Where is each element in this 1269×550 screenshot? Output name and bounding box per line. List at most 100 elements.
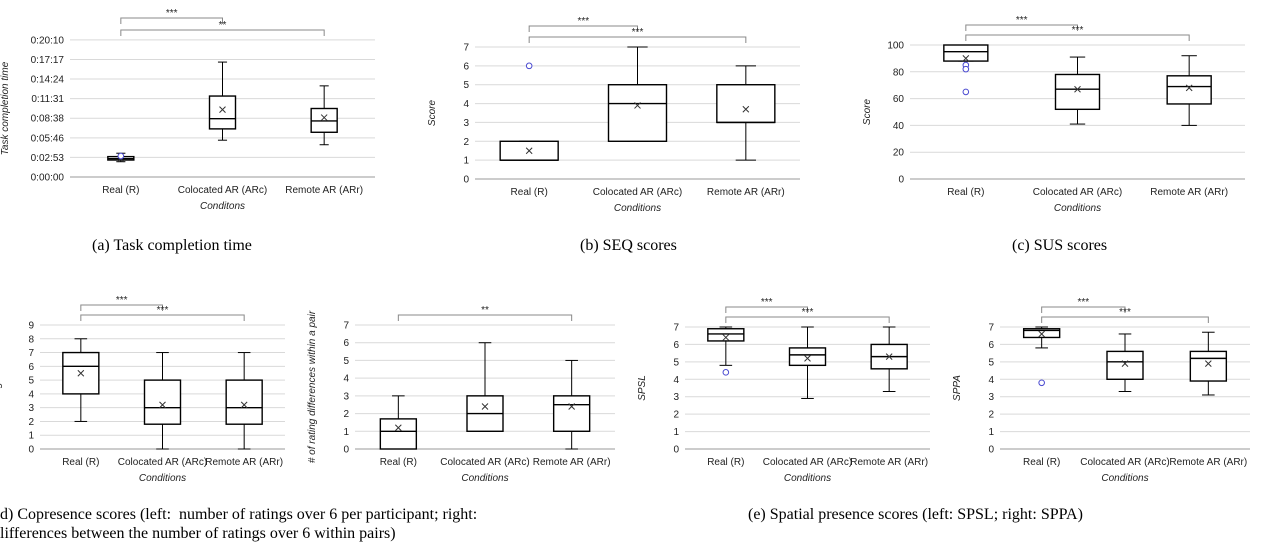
significance-label: *** <box>761 297 773 308</box>
significance-bracket <box>528 25 638 32</box>
y-tick-label: 8 <box>28 334 34 345</box>
x-tick-label: Colocated AR (ARc) <box>118 457 207 468</box>
y-tick-label: 0:02:53 <box>31 153 65 164</box>
y-tick-label: 5 <box>463 80 469 91</box>
y-tick-label: 7 <box>28 348 34 359</box>
box <box>1054 73 1101 111</box>
x-tick-label: Real (R) <box>380 457 417 468</box>
x-axis-title: Conditions <box>139 473 186 484</box>
significance-bracket <box>725 316 890 323</box>
mean-marker <box>240 401 248 409</box>
x-tick-label: Colocated AR (ARc) <box>1080 457 1169 468</box>
mean-marker <box>742 105 750 113</box>
y-tick-label: 3 <box>343 391 349 402</box>
mean-marker <box>1185 84 1193 92</box>
x-tick-label: Remote AR (ARr) <box>1169 457 1247 468</box>
y-tick-label: 5 <box>343 356 349 367</box>
significance-label: *** <box>577 16 589 27</box>
y-tick-label: 40 <box>893 121 905 132</box>
box <box>208 95 237 130</box>
y-tick-label: 0:11:31 <box>31 94 64 105</box>
y-tick-label: 20 <box>893 148 905 159</box>
caption-b: (b) SEQ scores <box>580 237 677 254</box>
box <box>707 328 745 342</box>
y-tick-label: 0:17:17 <box>31 55 65 66</box>
caption-e: (e) Spatial presence scores (left: SPSL;… <box>748 506 1083 523</box>
outlier-point <box>962 65 970 73</box>
y-tick-label: 0 <box>463 175 469 186</box>
y-tick-label: 5 <box>673 357 679 368</box>
mean-marker <box>1204 360 1212 367</box>
y-tick-label: 1 <box>673 427 679 438</box>
y-tick-label: 3 <box>988 392 994 403</box>
y-tick-label: 0:08:38 <box>31 114 65 125</box>
significance-bracket <box>80 314 245 321</box>
outlier-point <box>722 369 730 376</box>
y-tick-label: 0:05:46 <box>31 133 65 144</box>
y-tick-label: 7 <box>673 323 679 334</box>
box <box>1106 350 1144 380</box>
significance-label: ** <box>219 20 227 31</box>
x-tick-label: Colocated AR (ARc) <box>1033 187 1122 198</box>
x-tick-label: Colocated AR (ARc) <box>178 185 267 196</box>
y-tick-label: 0 <box>343 445 349 456</box>
x-tick-label: Remote AR (ARr) <box>1150 187 1228 198</box>
mean-marker <box>1074 85 1081 93</box>
x-tick-label: Real (R) <box>947 187 984 198</box>
caption-d-line1: d) Copresence scores (left: number of ra… <box>0 506 478 523</box>
box <box>607 84 668 142</box>
outlier-point <box>962 88 970 96</box>
mean-marker <box>481 403 489 410</box>
y-tick-label: 0:20:10 <box>31 35 65 46</box>
x-tick-label: Real (R) <box>707 457 744 468</box>
y-axis-title: SPPA <box>952 375 963 401</box>
y-tick-label: 0 <box>673 445 679 456</box>
y-tick-label: 6 <box>988 340 994 351</box>
box <box>788 347 827 367</box>
mean-marker <box>1121 360 1129 367</box>
mean-marker <box>804 355 811 362</box>
y-tick-label: 4 <box>28 389 34 400</box>
y-tick-label: 60 <box>893 94 905 105</box>
y-tick-label: 5 <box>28 376 34 387</box>
chart-d2: 0 1 2 3 4 5 6 7 # of rating differences within a… <box>307 305 615 484</box>
x-tick-label: Colocated AR (ARc) <box>593 187 682 198</box>
significance-bracket <box>965 24 1078 31</box>
y-tick-label: 3 <box>673 392 679 403</box>
box <box>716 84 776 124</box>
y-tick-label: 1 <box>463 156 469 167</box>
y-tick-label: 1 <box>28 431 34 442</box>
significance-label: *** <box>802 307 814 318</box>
significance-label: *** <box>1077 297 1089 308</box>
y-axis-title: Score <box>427 100 438 127</box>
x-tick-label: Real (R) <box>1023 457 1060 468</box>
y-tick-label: 0:00:00 <box>31 173 65 184</box>
x-tick-label: Remote AR (ARr) <box>205 457 283 468</box>
y-tick-label: 2 <box>463 137 469 148</box>
y-tick-label: 0 <box>988 445 994 456</box>
x-axis-title: Conditons <box>200 201 245 212</box>
significance-label: *** <box>632 27 644 38</box>
x-tick-label: Real (R) <box>62 457 99 468</box>
y-tick-label: 0 <box>28 445 34 456</box>
mean-marker <box>219 106 226 113</box>
mean-marker <box>568 403 576 410</box>
significance-bracket <box>965 34 1190 41</box>
box <box>1189 350 1228 382</box>
y-axis-title: # of ratings over 6 <box>0 347 3 427</box>
significance-bracket <box>1041 316 1209 323</box>
y-tick-label: 7 <box>988 323 994 334</box>
y-tick-label: 4 <box>988 375 994 386</box>
y-tick-label: 4 <box>343 374 349 385</box>
x-axis-title: Conditions <box>614 203 661 214</box>
significance-bracket <box>120 29 325 36</box>
significance-label: *** <box>1072 25 1084 36</box>
y-axis-title: Task completion time <box>0 61 11 155</box>
significance-label: *** <box>1119 307 1131 318</box>
x-tick-label: Real (R) <box>102 185 139 196</box>
y-tick-label: 80 <box>893 67 905 78</box>
x-tick-label: Remote AR (ARr) <box>533 457 611 468</box>
outlier-point <box>117 152 125 160</box>
box <box>1166 75 1212 105</box>
significance-bracket <box>725 306 808 313</box>
